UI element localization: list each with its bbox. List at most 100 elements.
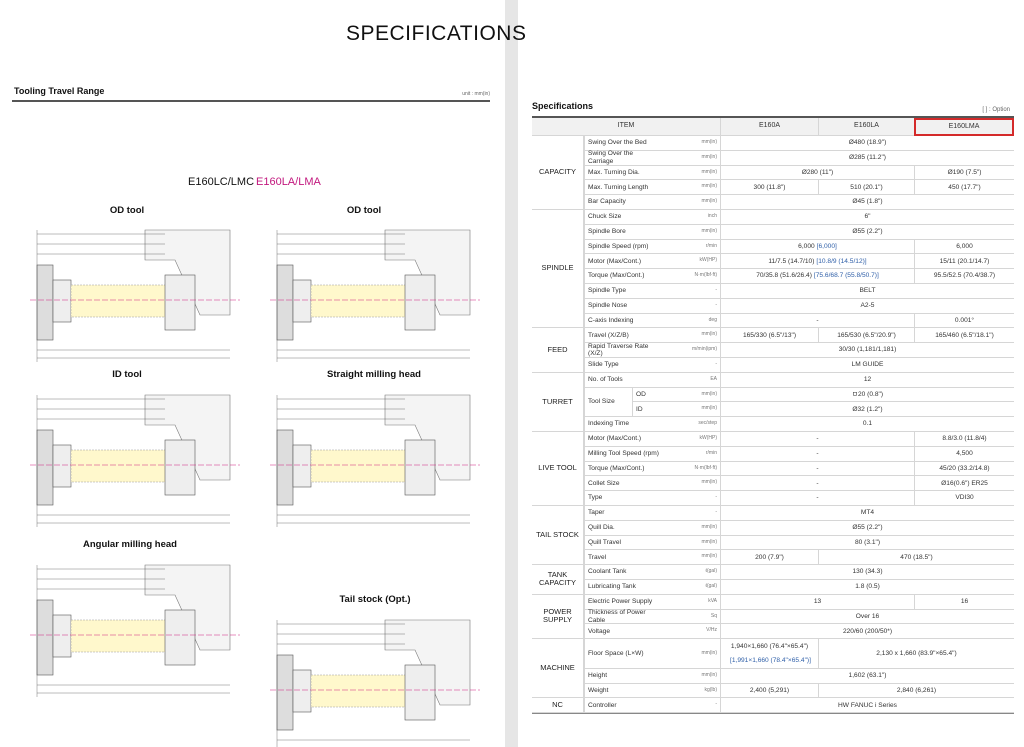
row-item: Coolant Tank bbox=[584, 565, 660, 580]
spec-value: 450 (17.7") bbox=[914, 180, 1014, 196]
spec-title: Specifications bbox=[532, 101, 594, 111]
drawing-shape bbox=[384, 394, 471, 481]
column-header: E160A bbox=[720, 118, 818, 136]
spec-value: 30/30 (1,181/1,181) bbox=[720, 343, 1014, 358]
drawing-shape bbox=[52, 444, 72, 488]
row-unit: mm(in) bbox=[660, 639, 720, 669]
drawing-shape bbox=[404, 439, 436, 496]
spec-value: - bbox=[720, 432, 914, 447]
cell-text: 11/7.5 (14.7/10) bbox=[768, 257, 815, 265]
spec-value: 2,130 x 1,660 (83.9"×65.4") bbox=[818, 639, 1014, 669]
row-unit: - bbox=[660, 506, 720, 521]
model-b: E160LA/LMA bbox=[256, 176, 321, 188]
spec-value: Ø280 (11") bbox=[720, 165, 914, 181]
drawing-shape bbox=[70, 449, 167, 483]
row-unit: V/Hz bbox=[660, 624, 720, 640]
spec-value: - bbox=[720, 313, 914, 329]
row-item: Electric Power Supply bbox=[584, 594, 660, 610]
spec-value: 80 (3.1") bbox=[720, 535, 1014, 551]
drawing-shape bbox=[310, 449, 407, 483]
group-label: POWER SUPPLY bbox=[532, 594, 584, 640]
drawing-shape bbox=[404, 274, 436, 331]
spec-value: 470 (18.5") bbox=[818, 550, 1014, 566]
row-unit: mm(in) bbox=[660, 151, 720, 166]
spec-value: 45/20 (33.2/14.8) bbox=[914, 461, 1014, 477]
spec-value: Ø16(0.6") ER25 bbox=[914, 476, 1014, 492]
option-value: [75.6/68.7 (55.8/50.7)] bbox=[813, 272, 879, 280]
row-unit: kg(lb) bbox=[660, 684, 720, 699]
row-unit: - bbox=[660, 491, 720, 506]
row-item: Weight bbox=[584, 683, 660, 699]
option-note: [ ] : Option bbox=[982, 107, 1010, 113]
table-bottom-rule bbox=[532, 713, 1014, 715]
drawing-shape bbox=[36, 599, 54, 676]
row-item: Spindle Nose bbox=[584, 298, 660, 314]
group-label: CAPACITY bbox=[532, 136, 584, 210]
spec-value: 510 (20.1") bbox=[818, 180, 914, 196]
drawing-shape bbox=[36, 429, 54, 506]
spec-value: HW FANUC i Series bbox=[720, 698, 1014, 714]
drawing-shape bbox=[164, 274, 196, 331]
spec-value: 13 bbox=[720, 594, 914, 610]
spec-value: 4,500 bbox=[914, 446, 1014, 462]
spec-value: LM GUIDE bbox=[720, 358, 1014, 373]
option-value: [6,000] bbox=[816, 242, 837, 250]
drawing-shape bbox=[384, 619, 471, 706]
drawing-shape bbox=[310, 284, 407, 318]
spec-value: Ø55 (2.2") bbox=[720, 224, 1014, 240]
option-value: [10.8/9 (14.5/12)] bbox=[816, 257, 867, 265]
row-item: Max. Turning Length bbox=[584, 180, 660, 196]
row-item: Taper bbox=[584, 506, 660, 521]
row-unit: mm(in) bbox=[660, 536, 720, 551]
drawing-shape bbox=[276, 654, 294, 731]
row-item: Torque (Max/Cont.) bbox=[584, 461, 660, 477]
spec-value: Ø32 (1.2") bbox=[720, 402, 1014, 418]
row-item: Torque (Max/Cont.) bbox=[584, 269, 660, 284]
spec-value: 12 bbox=[720, 372, 1014, 388]
row-unit: mm(in) bbox=[660, 402, 720, 418]
drawing-shape bbox=[70, 619, 167, 653]
row-item: Height bbox=[584, 668, 660, 684]
spec-value: 6,000 [6,000] bbox=[720, 239, 914, 255]
spec-value: 165/330 (6.5"/13") bbox=[720, 328, 818, 344]
spec-value: 11/7.5 (14.7/10) [10.8/9 (14.5/12)] bbox=[720, 254, 914, 270]
row-unit: mm(in) bbox=[660, 180, 720, 196]
drawing-shape bbox=[144, 394, 231, 481]
row-item: Spindle Type bbox=[584, 284, 660, 299]
row-item: Travel bbox=[584, 550, 660, 566]
spec-value: 165/530 (6.5"/20.9") bbox=[818, 328, 914, 344]
spec-value: 1.8 (0.5) bbox=[720, 580, 1014, 595]
spec-value: Over 16 bbox=[720, 609, 1014, 625]
row-unit: ℓ(gal) bbox=[660, 565, 720, 580]
spec-value: 15/11 (20.1/14.7) bbox=[914, 254, 1014, 270]
row-unit: r/min bbox=[660, 447, 720, 462]
drawing-shape bbox=[52, 614, 72, 658]
row-unit: mm(in) bbox=[660, 476, 720, 492]
row-unit: ℓ(gal) bbox=[660, 580, 720, 595]
row-unit: r/min bbox=[660, 240, 720, 255]
drawing-shape bbox=[292, 279, 312, 323]
row-unit: - bbox=[660, 358, 720, 373]
spec-value: 200 (7.9") bbox=[720, 550, 818, 566]
model-a: E160LC/LMC bbox=[188, 176, 255, 188]
drawing-title: OD tool bbox=[346, 205, 382, 216]
row-unit: EA bbox=[660, 373, 720, 388]
row-unit: inch bbox=[660, 210, 720, 225]
row-unit: - bbox=[660, 284, 720, 299]
unit-note: unit : mm(in) bbox=[462, 91, 490, 97]
row-item: Travel (X/Z/B) bbox=[584, 328, 660, 344]
row-unit: kW(HP) bbox=[660, 254, 720, 270]
row-item: Tool Size bbox=[584, 387, 632, 418]
row-item: Slide Type bbox=[584, 358, 660, 373]
table-header bbox=[532, 118, 1014, 136]
row-item: Floor Space (L×W) bbox=[584, 639, 660, 669]
row-item: Thickness of Power Cable bbox=[584, 609, 660, 625]
row-item: Max. Turning Dia. bbox=[584, 165, 660, 181]
row-sub-item: ID bbox=[632, 402, 660, 418]
drawing-shape bbox=[70, 284, 167, 318]
row-item: Milling Tool Speed (rpm) bbox=[584, 446, 660, 462]
row-unit: deg bbox=[660, 314, 720, 329]
spec-value: - bbox=[720, 491, 914, 506]
spec-value: Ø480 (18.9") bbox=[720, 136, 1014, 151]
